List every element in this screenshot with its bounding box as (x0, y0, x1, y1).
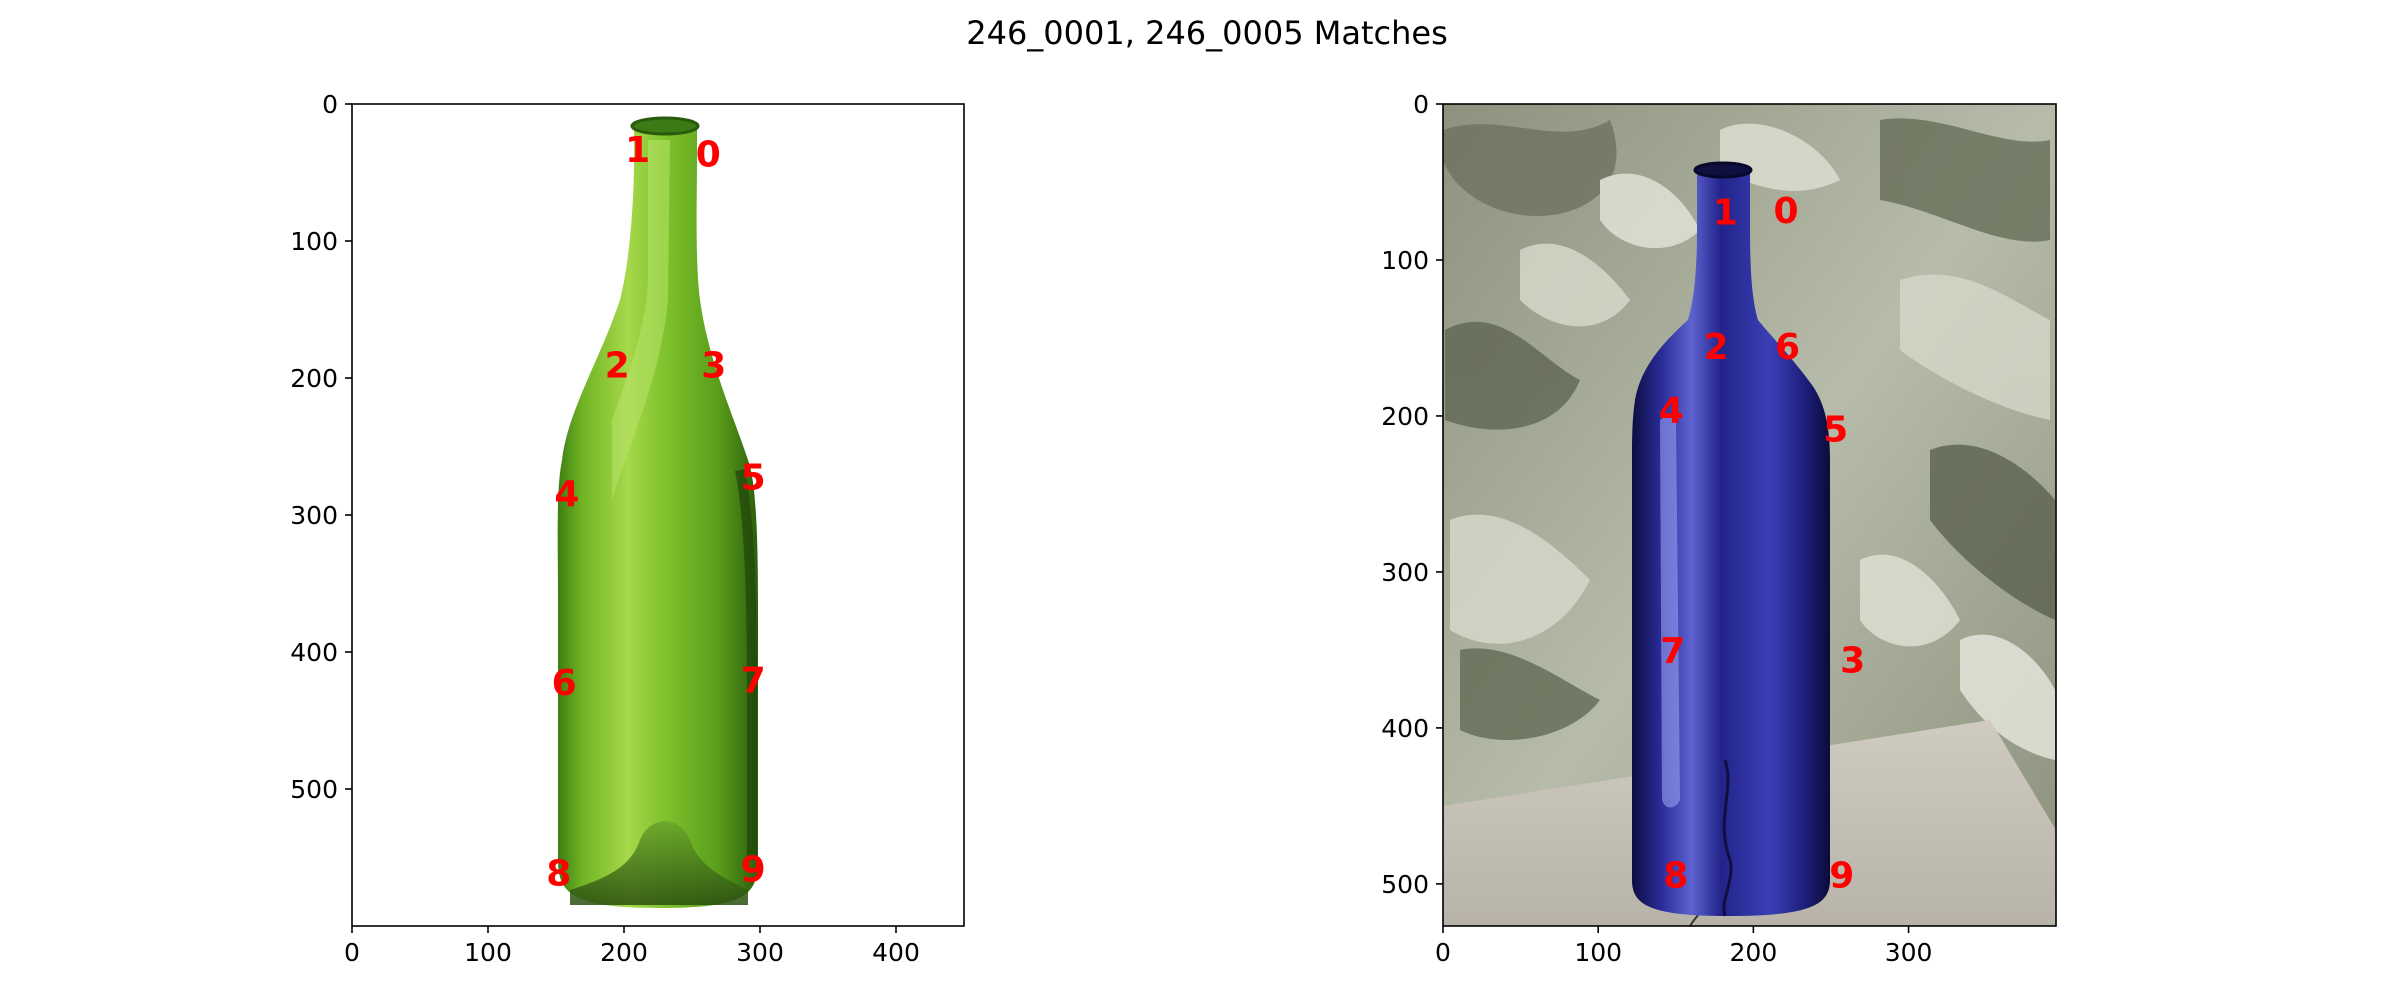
left-ytick-label: 0 (322, 90, 338, 119)
blue-bottle-lip (1693, 161, 1753, 179)
left-keypoints: 0 1 2 3 4 5 6 7 8 9 (546, 130, 766, 894)
left-keypoint-9: 9 (741, 849, 766, 890)
right-ytick-label: 100 (1381, 246, 1429, 275)
right-xtick-label: 300 (1885, 938, 1933, 967)
right-keypoint-6: 6 (1775, 327, 1800, 368)
right-keypoints: 01 2 6 4 5 7 3 8 9 (1659, 191, 1866, 896)
left-ytick-label: 400 (290, 638, 338, 667)
right-ytick-label: 0 (1413, 90, 1429, 119)
right-ytick-label: 300 (1381, 558, 1429, 587)
left-keypoint-4: 4 (554, 474, 579, 515)
left-keypoint-7: 7 (741, 660, 766, 701)
wall-marble-pattern (1443, 118, 2055, 760)
left-keypoint-8: 8 (546, 854, 571, 895)
right-keypoint-7: 7 (1660, 631, 1685, 672)
right-ytick-label: 200 (1381, 402, 1429, 431)
bottle-lip (630, 116, 700, 136)
left-ytick-label: 200 (290, 364, 338, 393)
right-keypoint-2: 2 (1704, 327, 1729, 368)
right-keypoint-0: 0 (1773, 191, 1798, 232)
left-xtick-label: 200 (600, 938, 648, 967)
left-xtick-label: 100 (464, 938, 512, 967)
right-xtick-label: 0 (1435, 938, 1451, 967)
left-keypoint-6: 6 (552, 663, 577, 704)
right-keypoint-3: 3 (1840, 640, 1865, 681)
left-xtick-label: 400 (872, 938, 920, 967)
left-ytick-label: 500 (290, 775, 338, 804)
left-keypoint-1: 1 (625, 130, 650, 171)
right-xtick-label: 200 (1730, 938, 1778, 967)
right-axis-ticks: 0 100 200 300 0 100 200 300 400 500 (1381, 90, 1932, 967)
bottle-neck-highlight (612, 140, 670, 500)
right-keypoint-8: 8 (1663, 856, 1688, 897)
left-keypoint-5: 5 (741, 458, 766, 499)
left-axis-ticks: 0 100 200 300 400 0 100 200 300 400 500 (290, 90, 920, 967)
green-bottle (557, 125, 758, 908)
left-keypoint-0: 0 (696, 134, 721, 175)
right-keypoint-1: 1 (1713, 193, 1738, 234)
blue-bottle (1632, 168, 1830, 916)
left-xtick-label: 300 (736, 938, 784, 967)
right-keypoint-4: 4 (1659, 391, 1684, 432)
right-keypoint-5: 5 (1823, 409, 1848, 450)
left-ytick-label: 300 (290, 501, 338, 530)
bottle-punt (570, 821, 748, 905)
left-xtick-label: 0 (344, 938, 360, 967)
left-image (352, 104, 964, 926)
left-keypoint-2: 2 (605, 345, 630, 386)
right-xtick-label: 100 (1574, 938, 1622, 967)
right-image (1443, 104, 2056, 926)
left-ytick-label: 100 (290, 227, 338, 256)
blue-bottle-highlight (1660, 416, 1680, 808)
bottle-right-edge (735, 469, 757, 860)
right-axes-frame (1442, 103, 2057, 927)
left-keypoint-3: 3 (701, 345, 726, 386)
right-ytick-label: 500 (1381, 870, 1429, 899)
right-ytick-label: 400 (1381, 714, 1429, 743)
figure-title: 246_0001, 246_0005 Matches (966, 14, 1448, 52)
blue-bottle-crack (1722, 759, 1733, 917)
left-panel: 0 100 200 300 400 0 100 200 300 400 500 0 1 2 3 4 5 6 7 8 9 (290, 90, 965, 967)
right-keypoint-9: 9 (1829, 856, 1854, 897)
